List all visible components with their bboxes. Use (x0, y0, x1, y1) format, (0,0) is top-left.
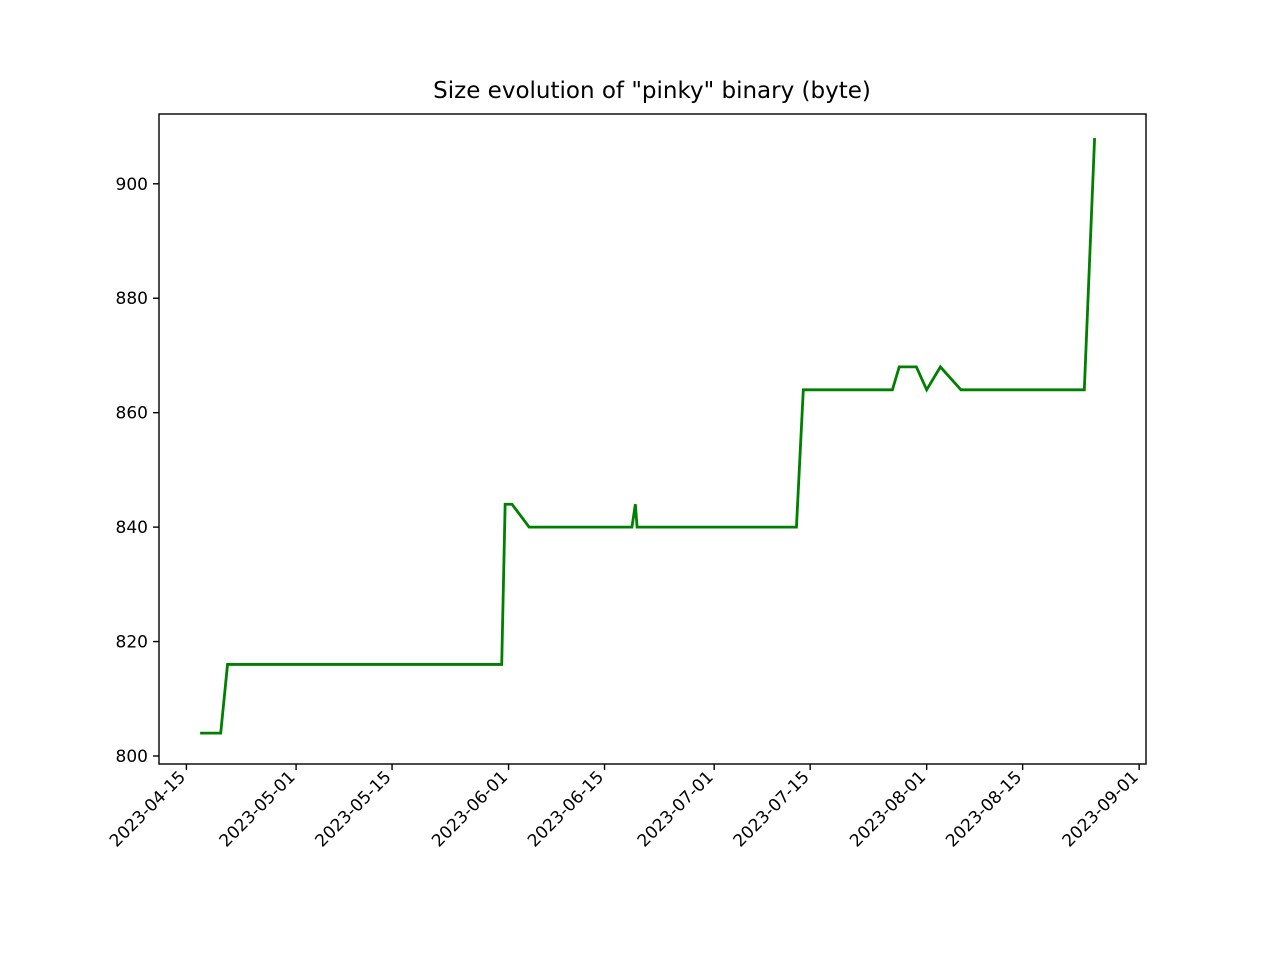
y-tick-label: 860 (116, 404, 148, 424)
x-tick-label: 2023-09-01 (1059, 767, 1143, 851)
y-tick-label: 900 (116, 175, 148, 195)
x-tick-label: 2023-08-01 (846, 767, 930, 851)
x-tick-label: 2023-07-01 (634, 767, 718, 851)
y-tick-label: 800 (116, 747, 148, 767)
chart-title: Size evolution of "pinky" binary (byte) (433, 78, 871, 104)
x-tick-label: 2023-04-15 (106, 767, 190, 851)
x-tick-label: 2023-06-01 (428, 767, 512, 851)
x-tick-label: 2023-07-15 (730, 767, 814, 851)
x-tick-label: 2023-05-15 (312, 767, 396, 851)
x-tick-label: 2023-06-15 (524, 767, 608, 851)
x-tick-label: 2023-05-01 (216, 767, 300, 851)
y-tick-label: 880 (116, 289, 148, 309)
x-tick-label: 2023-08-15 (942, 767, 1026, 851)
y-tick-label: 820 (116, 633, 148, 653)
series-line-0 (200, 137, 1096, 735)
plot-frame (158, 113, 1147, 765)
y-tick-label: 840 (116, 518, 148, 538)
